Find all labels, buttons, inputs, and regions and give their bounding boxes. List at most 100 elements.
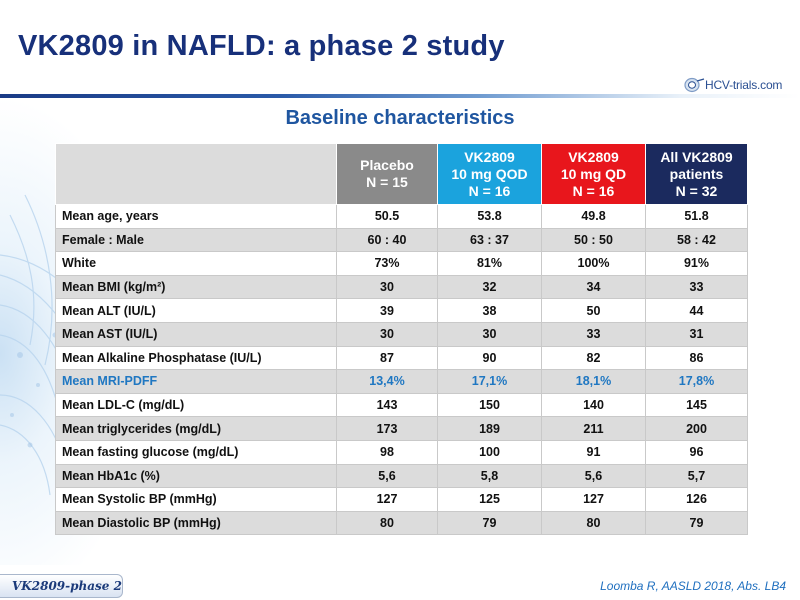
cell-qd: 91 — [541, 439, 646, 465]
row-label: Mean MRI-PDFF — [55, 369, 337, 394]
cell-placebo: 143 — [336, 392, 438, 418]
row-label: Mean fasting glucose (mg/dL) — [55, 439, 337, 465]
header-empty-cell — [55, 143, 337, 205]
cell-all: 17,8% — [645, 369, 748, 394]
row-label: Mean LDL-C (mg/dL) — [55, 392, 337, 418]
cell-all: 126 — [645, 487, 748, 512]
cell-placebo: 30 — [336, 321, 438, 347]
header-line: VK2809 — [568, 148, 619, 165]
study-badge: VK2809-phase 2 — [0, 574, 123, 598]
table-row: Mean triglycerides (mg/dL) 173 189 211 2… — [55, 416, 748, 441]
cell-qod: 30 — [437, 321, 542, 347]
table-row: White 73% 81% 100% 91% — [55, 251, 748, 276]
table-row: Mean HbA1c (%) 5,6 5,8 5,6 5,7 — [55, 463, 748, 489]
row-label: Mean age, years — [55, 204, 337, 229]
cell-placebo: 80 — [336, 510, 438, 536]
cell-qod: 150 — [437, 392, 542, 418]
header-line: N = 32 — [675, 182, 718, 199]
cell-qd: 82 — [541, 345, 646, 371]
row-label: Mean Diastolic BP (mmHg) — [55, 510, 337, 536]
cell-placebo: 173 — [336, 416, 438, 441]
header-line: N = 16 — [468, 182, 511, 199]
cell-all: 44 — [645, 298, 748, 323]
table-header-row: Placebo N = 15 VK2809 10 mg QOD N = 16 V… — [55, 143, 748, 205]
cell-qod: 38 — [437, 298, 542, 323]
hcv-trials-logo: HCV-trials.com — [683, 76, 782, 94]
cell-qd: 80 — [541, 510, 646, 536]
cell-qd: 18,1% — [541, 369, 646, 394]
table-heading: Baseline characteristics — [285, 107, 515, 129]
header-line: N = 16 — [572, 182, 615, 199]
cell-qd: 211 — [541, 416, 646, 441]
row-label: Mean Systolic BP (mmHg) — [55, 487, 337, 512]
header-line: All VK2809 — [660, 148, 733, 165]
cell-placebo: 39 — [336, 298, 438, 323]
cell-qod: 17,1% — [437, 369, 542, 394]
header-line: VK2809 — [464, 148, 515, 165]
header-placebo: Placebo N = 15 — [336, 143, 438, 205]
abstract-swirl-graphic — [0, 194, 111, 496]
cell-placebo: 30 — [336, 274, 438, 300]
baseline-characteristics-table: Placebo N = 15 VK2809 10 mg QOD N = 16 V… — [55, 143, 748, 536]
cell-qd: 127 — [541, 487, 646, 512]
cell-qd: 49.8 — [541, 204, 646, 229]
cell-all: 5,7 — [645, 463, 748, 489]
row-label: Mean Alkaline Phosphatase (IU/L) — [55, 345, 337, 371]
cell-qd: 5,6 — [541, 463, 646, 489]
cell-qd: 50 : 50 — [541, 227, 646, 253]
cell-qod: 125 — [437, 487, 542, 512]
cell-qod: 32 — [437, 274, 542, 300]
logo-icon — [684, 77, 705, 93]
cell-qod: 5,8 — [437, 463, 542, 489]
cell-placebo: 127 — [336, 487, 438, 512]
cell-qod: 90 — [437, 345, 542, 371]
table-row: Mean LDL-C (mg/dL) 143 150 140 145 — [55, 392, 748, 418]
header-line: Placebo — [360, 157, 414, 173]
header-all-vk2809: All VK2809 patients N = 32 — [645, 143, 748, 205]
cell-all: 145 — [645, 392, 748, 418]
cell-qod: 53.8 — [437, 204, 542, 229]
cell-placebo: 60 : 40 — [336, 227, 438, 253]
cell-qd: 34 — [541, 274, 646, 300]
cell-qod: 100 — [437, 439, 542, 465]
cell-qod: 63 : 37 — [437, 227, 542, 253]
header-vk2809-qod: VK2809 10 mg QOD N = 16 — [437, 143, 542, 205]
cell-all: 91% — [645, 251, 748, 276]
cell-placebo: 5,6 — [336, 463, 438, 489]
table-row: Mean Alkaline Phosphatase (IU/L) 87 90 8… — [55, 345, 748, 371]
cell-placebo: 13,4% — [336, 369, 438, 394]
cell-all: 33 — [645, 274, 748, 300]
citation: Loomba R, AASLD 2018, Abs. LB4 — [600, 579, 786, 593]
table-row: Mean BMI (kg/m²) 30 32 34 33 — [55, 274, 748, 300]
cell-all: 79 — [645, 510, 748, 536]
cell-all: 86 — [645, 345, 748, 371]
cell-all: 51.8 — [645, 204, 748, 229]
cell-all: 31 — [645, 321, 748, 347]
logo-text: HCV-trials.com — [705, 78, 783, 92]
header-line: 10 mg QD — [560, 165, 627, 182]
cell-placebo: 73% — [336, 251, 438, 276]
table-row: Mean ALT (IU/L) 39 38 50 44 — [55, 298, 748, 323]
table-row: Mean Diastolic BP (mmHg) 80 79 80 79 — [55, 510, 748, 536]
cell-qd: 50 — [541, 298, 646, 323]
table-row: Female : Male 60 : 40 63 : 37 50 : 50 58… — [55, 227, 748, 253]
header-line: N = 15 — [366, 174, 408, 190]
cell-qd: 140 — [541, 392, 646, 418]
cell-qd: 33 — [541, 321, 646, 347]
cell-qod: 81% — [437, 251, 542, 276]
row-label: Female : Male — [55, 227, 337, 253]
table-row: Mean fasting glucose (mg/dL) 98 100 91 9… — [55, 439, 748, 465]
cell-placebo: 50.5 — [336, 204, 438, 229]
table-row: Mean AST (IU/L) 30 30 33 31 — [55, 321, 748, 347]
table-row: Mean age, years 50.5 53.8 49.8 51.8 — [55, 204, 748, 229]
table-row: Mean Systolic BP (mmHg) 127 125 127 126 — [55, 487, 748, 512]
cell-qod: 79 — [437, 510, 542, 536]
cell-placebo: 87 — [336, 345, 438, 371]
row-label: Mean ALT (IU/L) — [55, 298, 337, 323]
slide-title: VK2809 in NAFLD: a phase 2 study — [18, 30, 505, 62]
row-label: Mean HbA1c (%) — [55, 463, 337, 489]
title-divider — [0, 94, 800, 98]
header-line: patients — [669, 165, 724, 182]
cell-all: 96 — [645, 439, 748, 465]
